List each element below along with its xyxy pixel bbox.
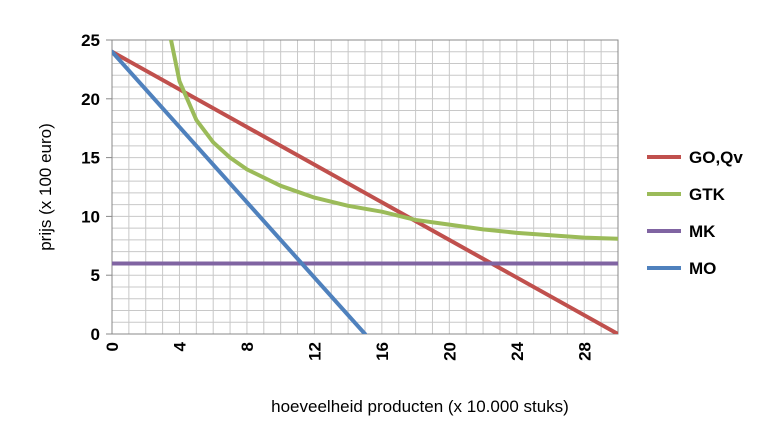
y-tick-label: 15 <box>81 149 100 168</box>
y-axis-title: prijs (x 100 euro) <box>36 123 55 251</box>
y-tick-label: 5 <box>91 266 100 285</box>
legend-label: MK <box>689 222 716 241</box>
y-tick-label: 20 <box>81 90 100 109</box>
y-tick-label: 25 <box>81 31 100 50</box>
gridlines <box>112 40 618 334</box>
x-tick-label: 8 <box>238 342 257 351</box>
legend: GO,Qv GTK MK MO <box>647 148 743 278</box>
series-line-gtk <box>169 40 618 241</box>
x-tick-label: 24 <box>508 341 527 360</box>
x-tick-label: 16 <box>373 342 392 361</box>
legend-label: MO <box>689 259 716 278</box>
x-tick-label: 4 <box>170 341 189 351</box>
x-tick-label: 0 <box>103 342 122 351</box>
legend-label: GTK <box>689 185 726 204</box>
series-layer <box>112 40 618 334</box>
series-line-mo <box>112 49 367 334</box>
x-axis-title: hoeveelheid producten (x 10.000 stuks) <box>271 397 569 416</box>
legend-label: GO,Qv <box>689 148 743 167</box>
x-tick-label: 20 <box>440 342 459 361</box>
x-tick-label: 28 <box>575 342 594 361</box>
series-line-go-qv <box>112 49 618 334</box>
x-tick-label: 12 <box>305 342 324 361</box>
y-tick-label: 0 <box>91 325 100 344</box>
y-tick-label: 10 <box>81 207 100 226</box>
tick-labels: 0 5 10 15 20 25 0 4 8 12 16 20 24 28 <box>81 31 594 361</box>
